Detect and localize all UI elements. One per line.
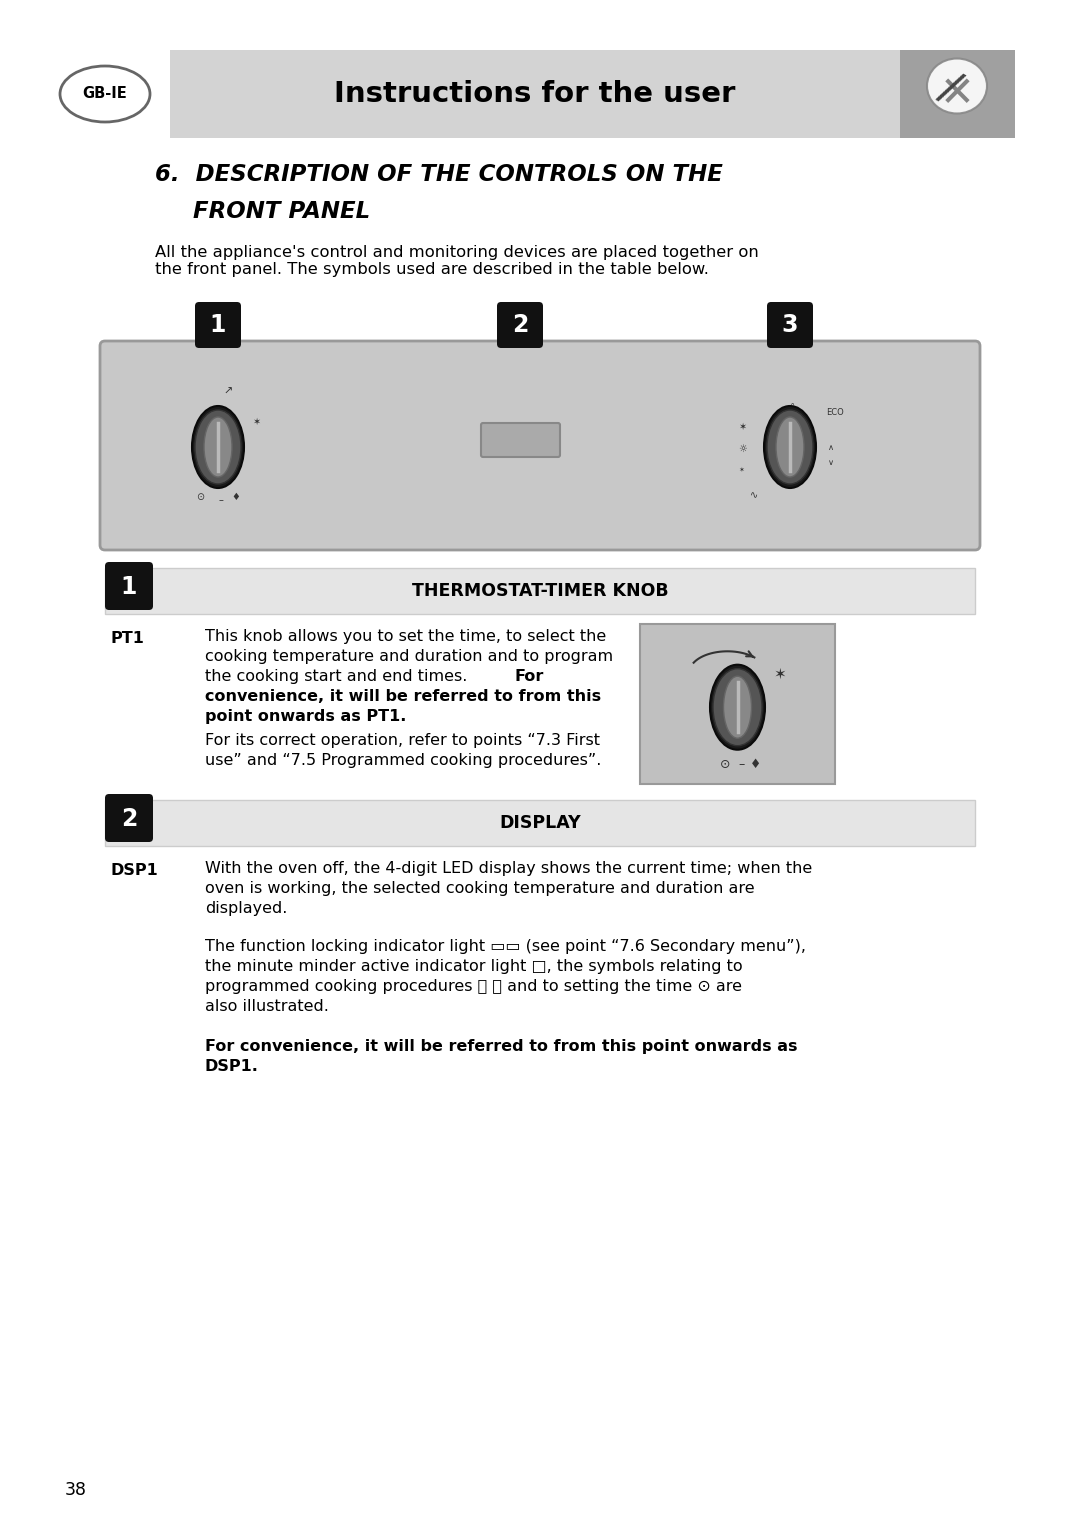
Ellipse shape [767,410,813,485]
Text: ECO: ECO [826,408,843,417]
FancyBboxPatch shape [105,563,153,610]
Text: /: / [932,67,967,112]
Text: With the oven off, the 4-digit LED display shows the current time; when the: With the oven off, the 4-digit LED displ… [205,861,812,876]
Text: DSP1: DSP1 [111,862,159,878]
Text: Instructions for the user: Instructions for the user [335,80,735,109]
FancyBboxPatch shape [640,624,835,784]
Text: DSP1.: DSP1. [205,1060,259,1073]
Text: For: For [515,670,544,683]
Text: ♦: ♦ [231,492,241,502]
Ellipse shape [60,66,150,122]
Text: programmed cooking procedures ⌶ ⌷ and to setting the time ⊙ are: programmed cooking procedures ⌶ ⌷ and to… [205,979,742,994]
Text: ∘: ∘ [789,401,795,408]
FancyBboxPatch shape [497,303,543,349]
Text: ⊙: ⊙ [195,492,204,502]
Text: oven is working, the selected cooking temperature and duration are: oven is working, the selected cooking te… [205,881,755,896]
Ellipse shape [764,407,816,488]
Text: This knob allows you to set the time, to select the: This knob allows you to set the time, to… [205,628,606,644]
Text: ∧: ∧ [828,443,834,453]
Ellipse shape [710,665,765,749]
Text: The function locking indicator light ▭▭ (see point “7.6 Secondary menu”),: The function locking indicator light ▭▭ … [205,939,806,954]
Text: convenience, it will be referred to from this: convenience, it will be referred to from… [205,690,602,703]
Text: ✶: ✶ [252,417,260,427]
Text: cooking temperature and duration and to program: cooking temperature and duration and to … [205,648,613,664]
Ellipse shape [204,417,232,477]
Text: ✕: ✕ [940,73,974,115]
Text: FRONT PANEL: FRONT PANEL [193,200,370,223]
Ellipse shape [192,407,244,488]
Text: also illustrated.: also illustrated. [205,998,329,1014]
Text: 2: 2 [121,807,137,830]
FancyBboxPatch shape [100,341,980,550]
Text: –: – [739,758,744,771]
Text: 1: 1 [121,575,137,599]
Text: point onwards as PT1.: point onwards as PT1. [205,709,406,725]
Text: 2: 2 [512,313,528,336]
Text: For convenience, it will be referred to from this point onwards as: For convenience, it will be referred to … [205,1040,797,1053]
Text: DISPLAY: DISPLAY [499,813,581,832]
Text: ⊙: ⊙ [720,758,731,771]
Text: GB-IE: GB-IE [83,87,127,101]
Text: 3: 3 [782,313,798,336]
Text: ∨: ∨ [828,459,834,466]
Text: ∿: ∿ [750,489,758,500]
Text: 1: 1 [210,313,226,336]
Text: ✶: ✶ [738,466,744,472]
Text: the cooking start and end times.: the cooking start and end times. [205,670,477,683]
Ellipse shape [713,668,762,746]
FancyBboxPatch shape [170,50,900,138]
Text: –: – [218,495,224,505]
Ellipse shape [777,417,804,477]
Text: displayed.: displayed. [205,901,287,916]
Text: 38: 38 [65,1482,87,1498]
Ellipse shape [195,410,241,485]
Text: ↗: ↗ [224,387,232,398]
Text: PT1: PT1 [111,631,145,645]
Text: ✶: ✶ [773,667,786,682]
Text: All the appliance's control and monitoring devices are placed together on
the fr: All the appliance's control and monitori… [156,245,759,277]
Text: THERMOSTAT-TIMER KNOB: THERMOSTAT-TIMER KNOB [411,583,669,599]
Ellipse shape [927,58,987,113]
FancyBboxPatch shape [767,303,813,349]
FancyBboxPatch shape [900,50,1015,138]
Ellipse shape [724,676,752,739]
Text: ☼: ☼ [738,443,746,454]
FancyBboxPatch shape [105,794,153,842]
FancyBboxPatch shape [195,303,241,349]
Text: For its correct operation, refer to points “7.3 First: For its correct operation, refer to poin… [205,732,600,748]
FancyBboxPatch shape [481,424,561,457]
Text: ✶: ✶ [738,422,746,433]
Text: the minute minder active indicator light □, the symbols relating to: the minute minder active indicator light… [205,959,743,974]
Text: ♦: ♦ [750,758,761,771]
FancyBboxPatch shape [105,567,975,615]
Text: 6.  DESCRIPTION OF THE CONTROLS ON THE: 6. DESCRIPTION OF THE CONTROLS ON THE [156,164,723,187]
Text: use” and “7.5 Programmed cooking procedures”.: use” and “7.5 Programmed cooking procedu… [205,752,602,768]
FancyBboxPatch shape [105,800,975,846]
